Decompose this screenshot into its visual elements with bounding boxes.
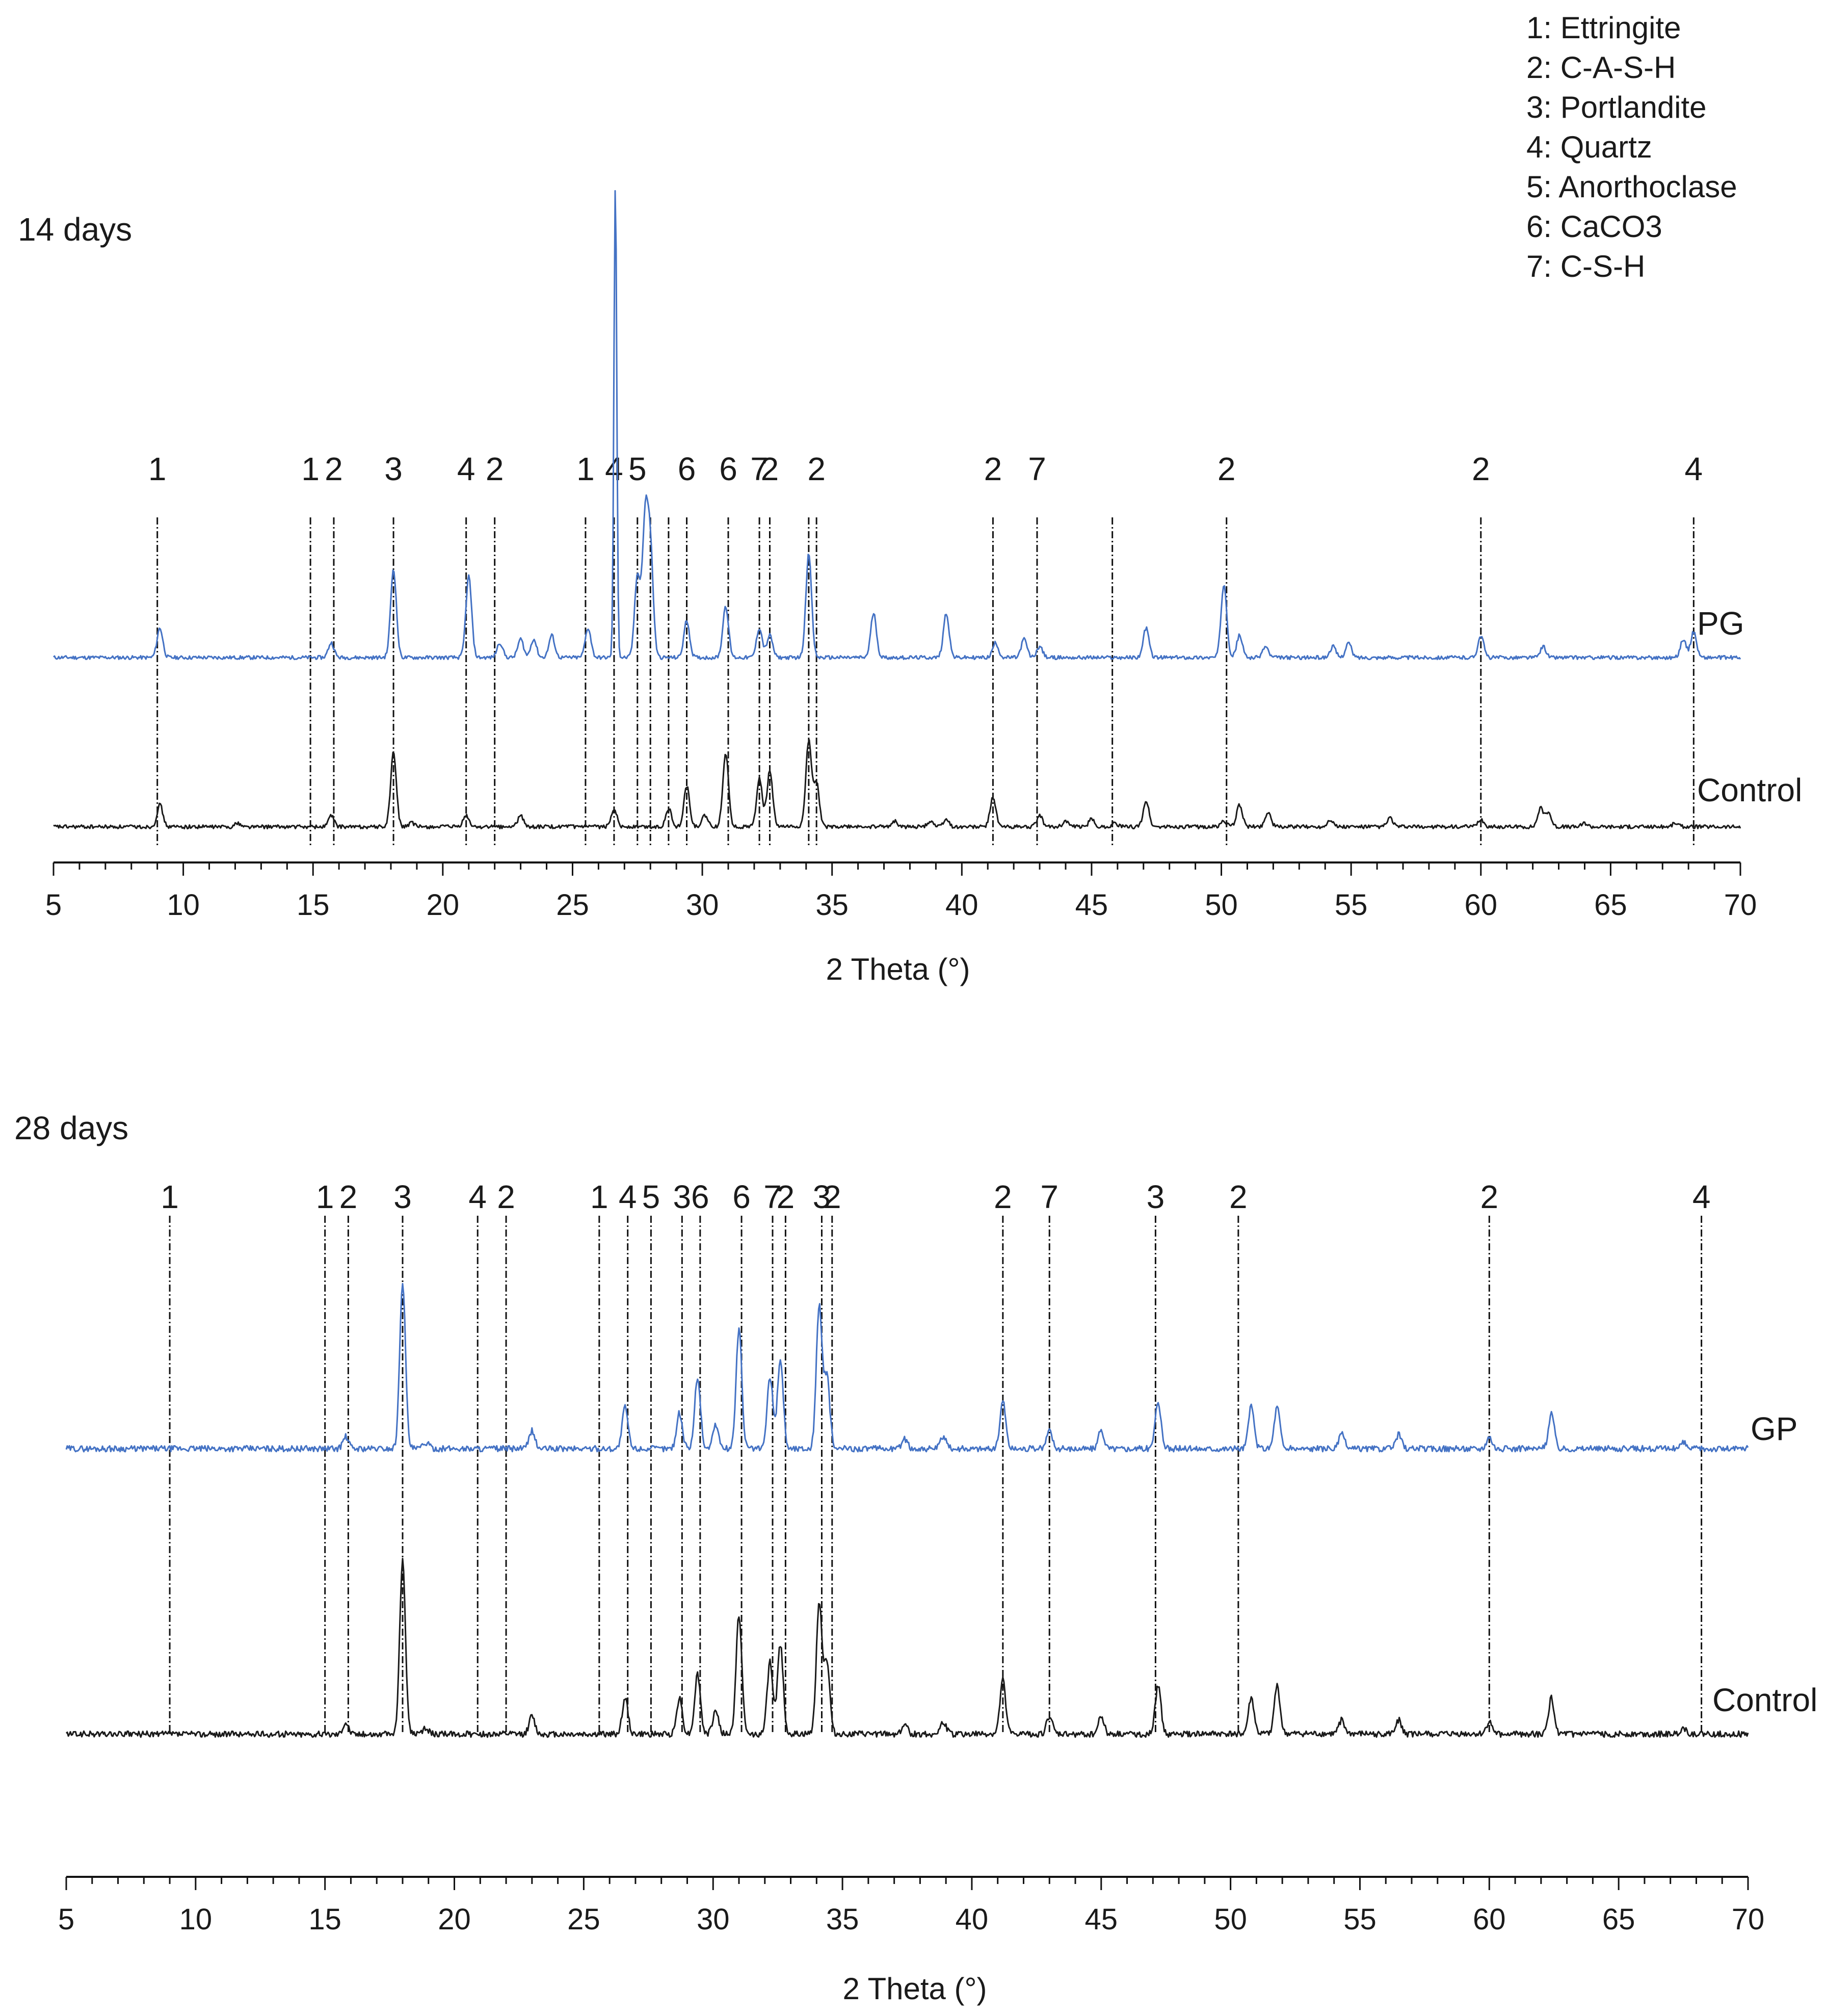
x-tick-label: 50 <box>1214 1903 1247 1936</box>
x-tick-label: 5 <box>45 888 62 922</box>
x-tick-label: 30 <box>697 1903 730 1936</box>
x-tick-label: 30 <box>686 888 719 922</box>
x-tick-label: 10 <box>167 888 200 922</box>
x-tick-label: 40 <box>945 888 978 922</box>
legend-entry: 6: CaCO3 <box>1526 210 1662 244</box>
phase-marker-label: 3 <box>673 1179 692 1215</box>
x-tick-label: 45 <box>1075 888 1108 922</box>
x-tick-label: 40 <box>956 1903 989 1936</box>
panel-title: 28 days <box>14 1110 128 1146</box>
phase-marker-label: 3 <box>384 451 403 487</box>
x-tick-label: 5 <box>58 1903 74 1936</box>
phase-marker-label: 5 <box>642 1179 660 1215</box>
phase-marker-label: 4 <box>468 1179 487 1215</box>
phase-marker-label: 1 <box>161 1179 179 1215</box>
x-tick-label: 65 <box>1602 1903 1635 1936</box>
series-label: PG <box>1697 605 1744 642</box>
x-tick-label: 55 <box>1343 1903 1377 1936</box>
series-line-gp <box>65 1282 1749 1453</box>
legend-entry: 3: Portlandite <box>1526 90 1707 124</box>
x-tick-label: 60 <box>1465 888 1498 922</box>
phase-marker-label: 1 <box>301 451 320 487</box>
phase-marker-label: 2 <box>994 1179 1012 1215</box>
x-tick-label: 55 <box>1335 888 1368 922</box>
phase-marker-label: 2 <box>486 451 504 487</box>
x-tick-label: 65 <box>1594 888 1627 922</box>
phase-marker-label: 2 <box>1218 451 1236 487</box>
series-label: Control <box>1712 1682 1817 1718</box>
phase-marker-label: 4 <box>619 1179 637 1215</box>
x-tick-label: 70 <box>1724 888 1757 922</box>
series-label: Control <box>1697 772 1802 808</box>
series-line-pg <box>52 190 1741 661</box>
x-tick-label: 70 <box>1732 1903 1765 1936</box>
legend-entry: 5: Anorthoclase <box>1526 170 1737 204</box>
phase-marker-label: 7 <box>763 1179 782 1215</box>
phase-marker-label: 2 <box>777 1179 795 1215</box>
x-tick-label: 20 <box>438 1903 471 1936</box>
phase-marker-label: 3 <box>393 1179 412 1215</box>
phase-marker-label: 2 <box>823 1179 841 1215</box>
x-tick-label: 10 <box>179 1903 213 1936</box>
phase-marker-label: 2 <box>1480 1179 1499 1215</box>
phase-marker-label: 1 <box>590 1179 608 1215</box>
chart-28-days: 28 days 2 Theta (°) 1 1 2 3 4 2 1 4 5 3 6 6 72 32 2 7 3 2… <box>14 1110 1817 2006</box>
phase-marker-label: 7 <box>1028 451 1046 487</box>
phase-marker-label: 4 <box>1685 451 1703 487</box>
x-tick-label: 15 <box>308 1903 341 1936</box>
chart-14-days: 14 days 2 Theta (°) 1 1 2 3 4 2 1 4 5 6 6 72 2 2 7 2 2 4P… <box>18 190 1802 986</box>
x-axis-title: 2 Theta (°) <box>826 952 970 986</box>
x-tick-label: 35 <box>826 1903 859 1936</box>
x-tick-label: 45 <box>1085 1903 1118 1936</box>
x-axis-title: 2 Theta (°) <box>842 1972 987 2006</box>
phase-marker-label: 7 <box>1040 1179 1058 1215</box>
phase-marker-label: 2 <box>325 451 343 487</box>
x-tick-label: 60 <box>1473 1903 1506 1936</box>
phase-marker-label: 5 <box>628 451 647 487</box>
phase-marker-label: 2 <box>497 1179 515 1215</box>
panel-title: 14 days <box>18 211 132 248</box>
phase-marker-label: 6 <box>719 451 737 487</box>
phase-marker-label: 1 <box>316 1179 334 1215</box>
x-tick-label: 35 <box>815 888 849 922</box>
legend-entry: 7: C-S-H <box>1526 249 1645 283</box>
phase-marker-label: 6 <box>732 1179 751 1215</box>
legend-entry: 2: C-A-S-H <box>1526 50 1676 85</box>
phase-marker-label: 6 <box>678 451 696 487</box>
phase-marker-label: 1 <box>576 451 595 487</box>
phase-marker-label: 2 <box>339 1179 358 1215</box>
legend: 1: Ettringite 2: C-A-S-H 3: Portlandite … <box>1526 11 1737 283</box>
phase-marker-label: 7 <box>750 451 769 487</box>
legend-entry: 1: Ettringite <box>1526 11 1681 45</box>
x-tick-label: 25 <box>556 888 589 922</box>
phase-marker-label: 2 <box>984 451 1002 487</box>
phase-marker-label: 2 <box>761 451 779 487</box>
x-tick-label: 20 <box>427 888 460 922</box>
phase-marker-label: 3 <box>813 1179 831 1215</box>
phase-marker-label: 3 <box>1147 1179 1165 1215</box>
series-label: GP <box>1751 1410 1797 1447</box>
x-tick-label: 50 <box>1205 888 1238 922</box>
phase-marker-label: 2 <box>1229 1179 1248 1215</box>
phase-marker-label: 4 <box>1692 1179 1711 1215</box>
series-line-control <box>65 1558 1749 1738</box>
x-tick-label: 25 <box>567 1903 600 1936</box>
phase-marker-label: 1 <box>148 451 167 487</box>
series-line-control <box>53 739 1741 830</box>
phase-marker-label: 2 <box>1472 451 1490 487</box>
phase-marker-label: 2 <box>807 451 826 487</box>
legend-entry: 4: Quartz <box>1526 130 1652 164</box>
x-tick-label: 15 <box>297 888 330 922</box>
phase-marker-label: 4 <box>457 451 475 487</box>
phase-marker-label: 6 <box>691 1179 709 1215</box>
